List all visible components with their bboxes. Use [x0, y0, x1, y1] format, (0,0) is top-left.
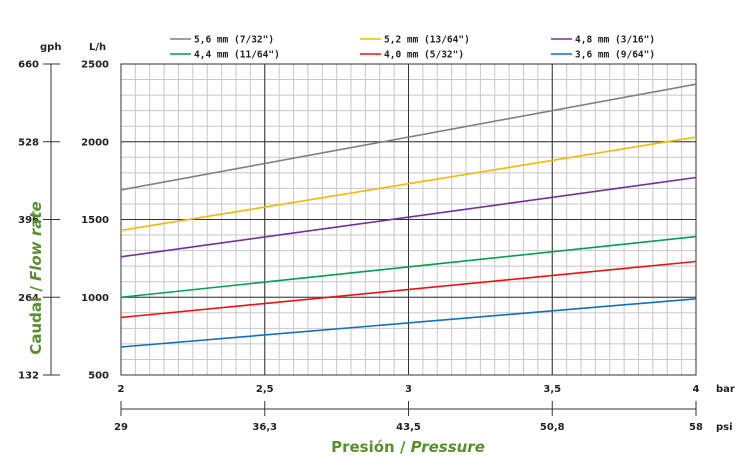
y2-tick-label: 528 [18, 137, 39, 148]
legend-label: 3,6 mm (9/64") [575, 50, 655, 61]
series-line [120, 260, 697, 319]
x2-tick-label: 36,3 [252, 422, 277, 433]
series-line [120, 298, 697, 348]
x2-tick-label: 50,8 [540, 422, 565, 433]
legend: 5,6 mm (7/32") 5,2 mm (13/64") 4,8 mm (3/1… [170, 35, 655, 61]
x2-unit-label: psi [716, 422, 733, 433]
y2-tick-label: 396 [18, 215, 39, 226]
legend-label: 5,2 mm (13/64") [384, 35, 470, 46]
x-tick-label: 3,5 [543, 384, 561, 395]
y-tick-label: 1000 [81, 293, 109, 304]
legend-label: 4,8 mm (3/16") [575, 35, 655, 46]
axes: 500 132 1000 264 1500 396 2000 528 2500 660 2 2,5 3 3… [18, 60, 703, 434]
series-line [120, 176, 697, 258]
x-tick-label: 4 [693, 384, 700, 395]
x-unit-label: bar [716, 384, 735, 395]
legend-label: 5,6 mm (7/32") [194, 35, 274, 46]
series-lines [120, 83, 697, 348]
series-line [120, 136, 697, 232]
y2-tick-label: 660 [18, 60, 39, 71]
y-tick-label: 2500 [81, 60, 109, 71]
x-tick-label: 3 [405, 384, 412, 395]
x2-tick-label: 43,5 [396, 422, 421, 433]
y2-unit-label: gph [40, 42, 61, 53]
y-axis-title: Caudal / Flow rate [27, 201, 45, 354]
x2-tick-label: 29 [114, 422, 128, 433]
y2-tick-label: 132 [18, 371, 39, 382]
plot-frame [120, 63, 697, 376]
series-line [120, 235, 697, 299]
y-tick-label: 500 [88, 371, 109, 382]
major-grid [120, 63, 697, 376]
x2-tick-label: 58 [689, 422, 703, 433]
x-tick-label: 2,5 [256, 384, 274, 395]
x-axis-title: Presión / Pressure [331, 438, 485, 456]
x-tick-label: 2 [118, 384, 125, 395]
legend-label: 4,0 mm (5/32") [384, 50, 464, 61]
y-tick-label: 1500 [81, 215, 109, 226]
y-tick-label: 2000 [81, 137, 109, 148]
legend-label: 4,4 mm (11/64") [194, 50, 280, 61]
series-line [120, 83, 697, 191]
y-unit-label: L/h [89, 42, 106, 53]
y2-tick-label: 264 [18, 293, 39, 304]
